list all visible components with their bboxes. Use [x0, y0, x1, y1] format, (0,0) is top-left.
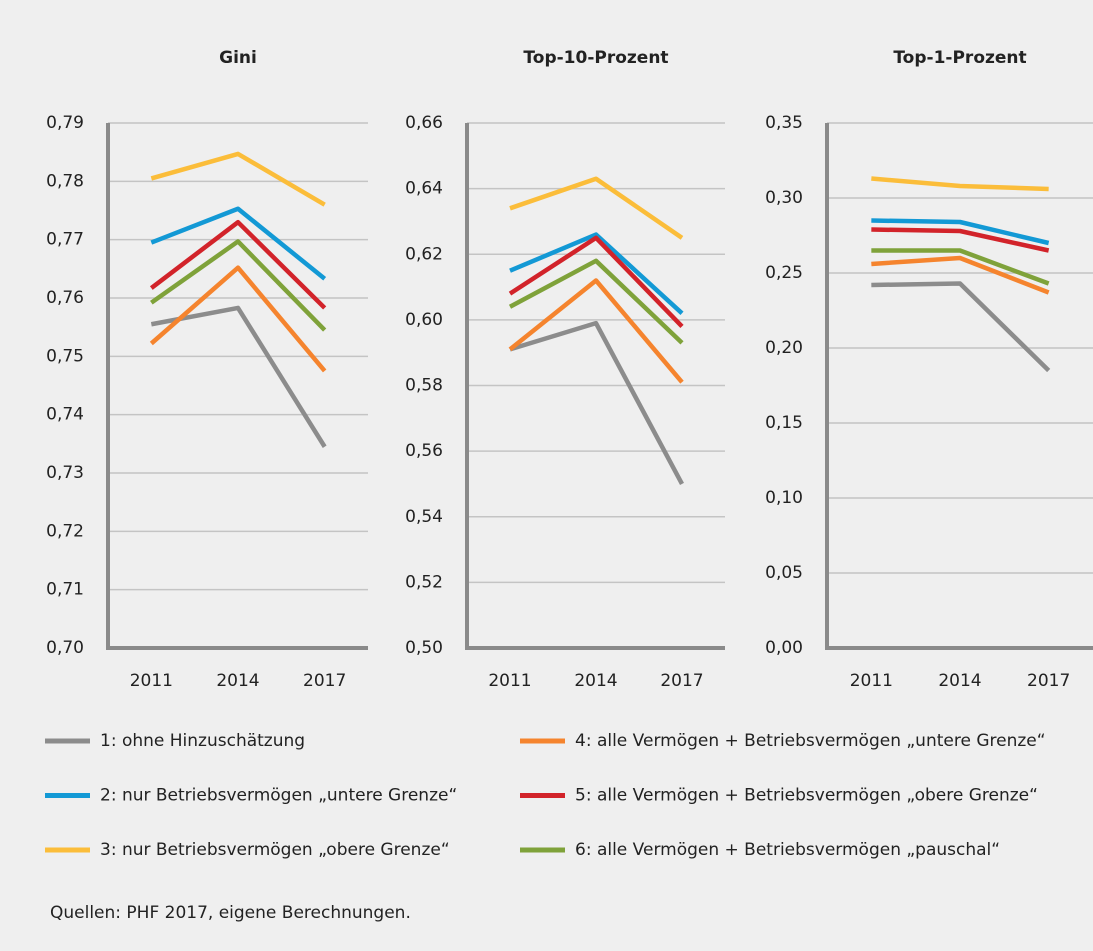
- series-line: [871, 255, 1050, 295]
- legend-label: 1: ohne Hinzuschätzung: [100, 731, 305, 751]
- y-tick-label: 0,71: [46, 580, 84, 600]
- legend-label: 5: alle Vermögen + Betriebsvermögen „obe…: [575, 786, 1038, 806]
- y-tick-label: 0,10: [765, 488, 803, 508]
- y-tick-label: 0,64: [405, 179, 443, 199]
- y-tick-label: 0,50: [405, 638, 443, 658]
- chart-title: Top-1-Prozent: [893, 48, 1026, 68]
- x-tick-label: 2011: [488, 671, 531, 691]
- y-tick-label: 0,00: [765, 638, 803, 658]
- series-line: [871, 218, 1050, 246]
- legend-label: 6: alle Vermögen + Betriebsvermögen „pau…: [575, 840, 1000, 860]
- series-line: [509, 232, 684, 315]
- series-line: [509, 320, 684, 485]
- series-line: [509, 176, 684, 240]
- series-line: [150, 206, 327, 281]
- y-tick-label: 0,05: [765, 563, 803, 583]
- y-tick-label: 0,60: [405, 310, 443, 330]
- y-tick-label: 0,56: [405, 441, 443, 461]
- y-tick-label: 0,62: [405, 244, 443, 264]
- series-line: [150, 239, 327, 332]
- chart-title: Gini: [219, 48, 257, 68]
- y-tick-label: 0,79: [46, 113, 84, 133]
- series-line: [508, 258, 684, 345]
- y-tick-label: 0,72: [46, 521, 84, 541]
- y-tick-label: 0,73: [46, 463, 84, 483]
- y-tick-label: 0,76: [46, 288, 84, 308]
- y-tick-label: 0,25: [765, 263, 803, 283]
- y-tick-label: 0,35: [765, 113, 803, 133]
- series-line: [508, 235, 684, 329]
- y-tick-label: 0,30: [765, 188, 803, 208]
- y-tick-label: 0,20: [765, 338, 803, 358]
- y-tick-label: 0,58: [405, 376, 443, 396]
- legend-label: 4: alle Vermögen + Betriebsvermögen „unt…: [575, 731, 1046, 751]
- series-line: [508, 278, 684, 384]
- y-tick-label: 0,78: [46, 171, 84, 191]
- chart-title: Top-10-Prozent: [523, 48, 668, 68]
- x-tick-label: 2011: [850, 671, 893, 691]
- x-tick-label: 2017: [303, 671, 346, 691]
- x-tick-label: 2014: [216, 671, 259, 691]
- series-line: [871, 227, 1050, 253]
- x-tick-label: 2017: [1027, 671, 1070, 691]
- y-tick-label: 0,74: [46, 405, 84, 425]
- x-tick-label: 2017: [660, 671, 703, 691]
- x-tick-label: 2011: [130, 671, 173, 691]
- y-tick-label: 0,70: [46, 638, 84, 658]
- y-tick-label: 0,75: [46, 346, 84, 366]
- series-line: [150, 151, 326, 207]
- source-note: Quellen: PHF 2017, eigene Berechnungen.: [50, 903, 411, 923]
- series-line: [871, 248, 1050, 286]
- y-tick-label: 0,66: [405, 113, 443, 133]
- y-tick-label: 0,54: [405, 507, 443, 527]
- x-tick-label: 2014: [574, 671, 617, 691]
- y-tick-label: 0,15: [765, 413, 803, 433]
- series-line: [149, 265, 327, 373]
- series-line: [149, 219, 327, 310]
- y-tick-label: 0,77: [46, 230, 84, 250]
- legend-label: 2: nur Betriebsvermögen „untere Grenze“: [100, 786, 457, 806]
- series-line: [150, 305, 327, 448]
- y-tick-label: 0,52: [405, 572, 443, 592]
- x-tick-label: 2014: [938, 671, 981, 691]
- legend-label: 3: nur Betriebsvermögen „obere Grenze“: [100, 840, 450, 860]
- series-line: [871, 281, 1051, 373]
- series-line: [871, 176, 1049, 192]
